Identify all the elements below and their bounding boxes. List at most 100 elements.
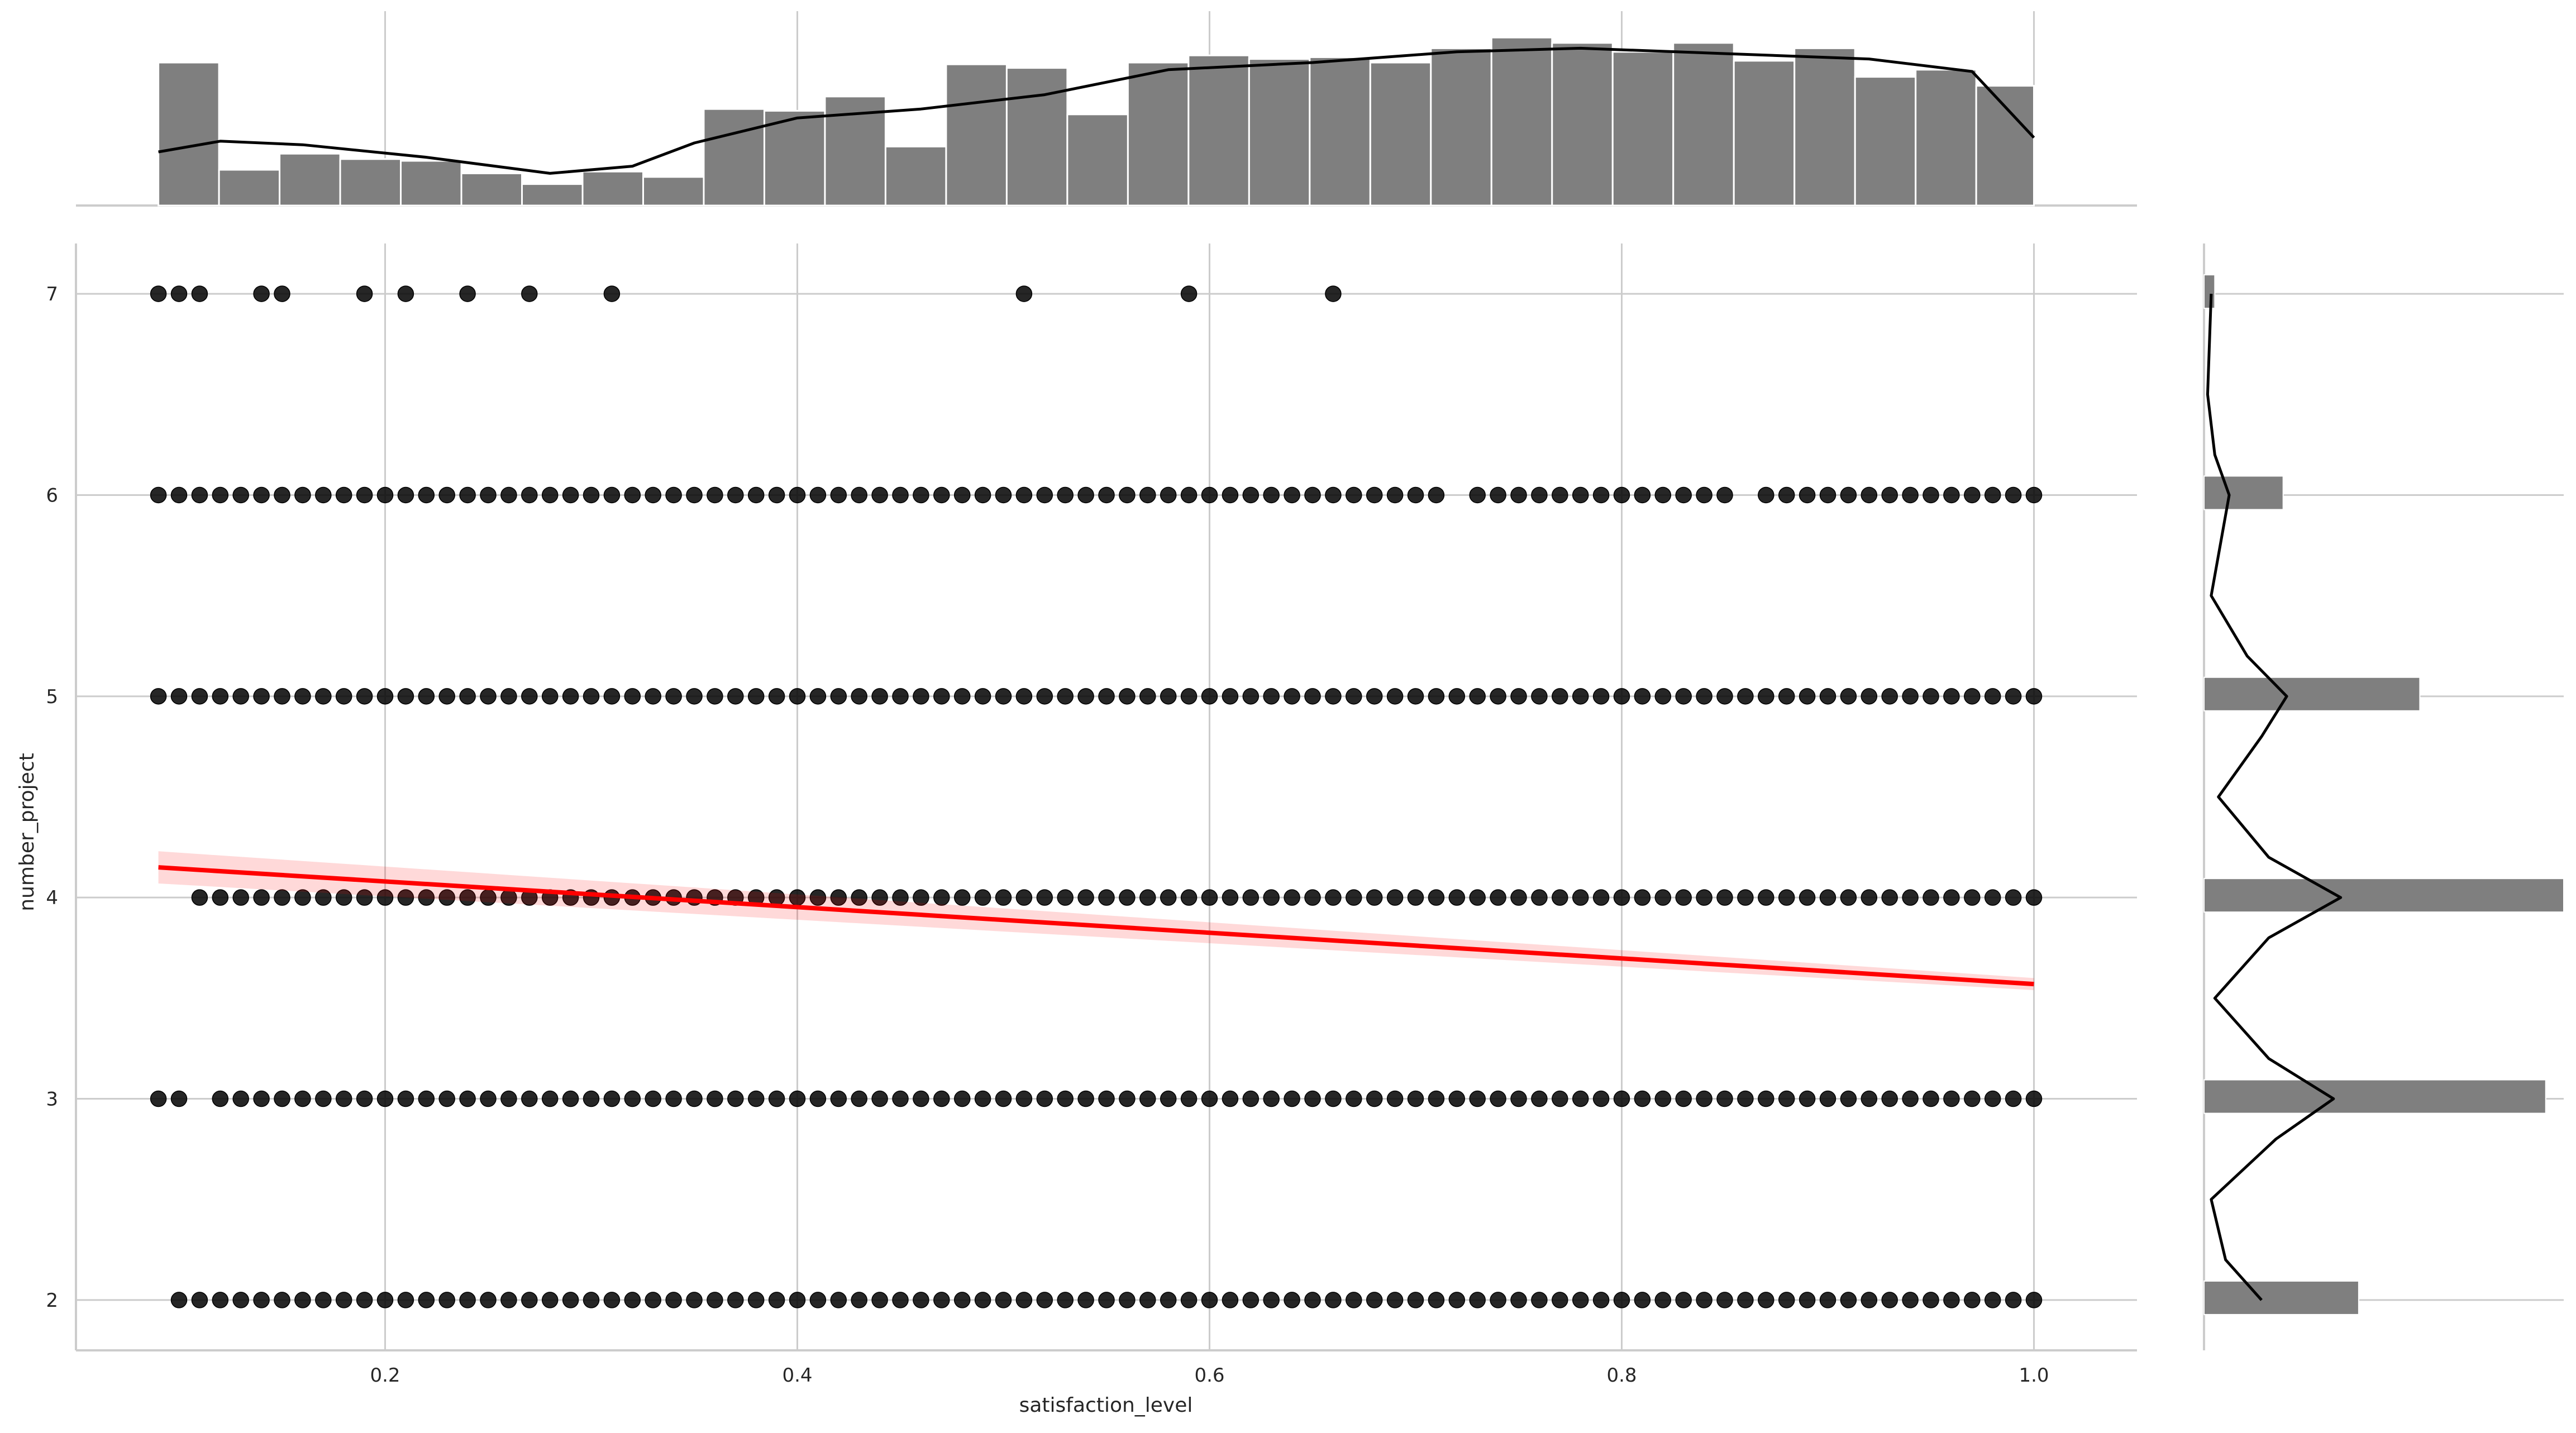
scatter-point (1861, 889, 1878, 906)
scatter-point (274, 1292, 290, 1308)
scatter-point (2025, 1090, 2043, 1107)
scatter-point (974, 486, 991, 504)
scatter-point (1592, 688, 1610, 705)
scatter-point (1840, 688, 1857, 705)
scatter-point (645, 486, 661, 504)
scatter-point (727, 688, 744, 705)
x-histogram-bar (1733, 60, 1796, 207)
scatter-point (1139, 486, 1156, 504)
scatter-point (459, 285, 476, 302)
scatter-point (170, 1090, 188, 1107)
scatter-point (1180, 486, 1198, 504)
scatter-point (521, 285, 538, 302)
scatter-point (1490, 486, 1506, 504)
scatter-point (1531, 1292, 1548, 1308)
scatter-point (1634, 486, 1651, 504)
scatter-point (1696, 1090, 1712, 1107)
scatter-point (294, 688, 311, 705)
scatter-point (1778, 688, 1795, 705)
scatter-point (1943, 1292, 1960, 1308)
scatter-point (1119, 1090, 1136, 1107)
scatter-point (1799, 1090, 1816, 1107)
scatter-point (315, 1292, 332, 1308)
scatter-point (1222, 1090, 1239, 1107)
scatter-point (1634, 1292, 1651, 1308)
scatter-point (1263, 486, 1280, 504)
scatter-point (1634, 1090, 1651, 1107)
scatter-point (1964, 1090, 1981, 1107)
scatter-point (974, 889, 991, 906)
scatter-point (1840, 486, 1857, 504)
scatter-point (541, 486, 559, 504)
scatter-point (1778, 889, 1795, 906)
scatter-point (913, 889, 929, 906)
scatter-point (438, 486, 455, 504)
scatter-point (953, 1292, 971, 1308)
scatter-point (686, 688, 703, 705)
y-tick-label: 2 (46, 1289, 58, 1312)
scatter-point (253, 688, 270, 705)
scatter-point (562, 486, 579, 504)
scatter-point (851, 688, 867, 705)
scatter-point (1758, 889, 1774, 906)
scatter-point (913, 1292, 929, 1308)
scatter-point (995, 486, 1012, 504)
x-histogram-bar (1369, 61, 1432, 207)
scatter-point (1386, 688, 1404, 705)
scatter-point (851, 889, 867, 906)
scatter-point (1881, 1292, 1898, 1308)
scatter-point (2025, 1292, 2043, 1308)
scatter-point (1592, 889, 1610, 906)
scatter-point (1160, 1292, 1177, 1308)
scatter-point (1510, 486, 1527, 504)
scatter-point (768, 1090, 785, 1107)
scatter-point (995, 688, 1012, 705)
scatter-point (1098, 1090, 1115, 1107)
scatter-point (1015, 486, 1033, 504)
x-histogram-bar (763, 109, 826, 207)
scatter-point (1552, 1292, 1568, 1308)
scatter-point (315, 486, 332, 504)
scatter-point (892, 688, 909, 705)
scatter-point (1139, 889, 1156, 906)
scatter-point (1469, 486, 1486, 504)
scatter-point (707, 486, 723, 504)
scatter-panel: 0.2 0.4 0.6 0.8 1.0 2 3 4 5 6 7 (46, 243, 2137, 1387)
scatter-point (953, 889, 971, 906)
scatter-point (603, 688, 621, 705)
scatter-point (768, 486, 785, 504)
scatter-point (1448, 688, 1466, 705)
scatter-point (1572, 1292, 1589, 1308)
scatter-point (665, 1292, 682, 1308)
scatter-point (191, 1292, 208, 1308)
scatter-point (1572, 688, 1589, 705)
scatter-point (1531, 688, 1548, 705)
scatter-point (933, 1090, 950, 1107)
scatter-point (747, 486, 765, 504)
scatter-point (191, 486, 208, 504)
scatter-point (1778, 486, 1795, 504)
scatter-point (1386, 1090, 1404, 1107)
scatter-point (335, 1292, 352, 1308)
scatter-point (1366, 486, 1383, 504)
scatter-point (315, 889, 332, 906)
scatter-point (1613, 1090, 1630, 1107)
scatter-point (1242, 1292, 1260, 1308)
scatter-point (974, 688, 991, 705)
scatter-point (1716, 1090, 1733, 1107)
scatter-point (830, 688, 847, 705)
scatter-point (253, 1292, 270, 1308)
scatter-point (1098, 486, 1115, 504)
scatter-point (1160, 688, 1177, 705)
scatter-point (830, 1292, 847, 1308)
scatter-point (294, 1090, 311, 1107)
scatter-point (191, 889, 208, 906)
scatter-point (1407, 889, 1424, 906)
scatter-point (1943, 1090, 1960, 1107)
scatter-point (1819, 889, 1836, 906)
scatter-point (438, 1292, 455, 1308)
x-tick-label: 0.8 (1606, 1364, 1637, 1387)
scatter-point (480, 1090, 497, 1107)
scatter-point (583, 1090, 600, 1107)
